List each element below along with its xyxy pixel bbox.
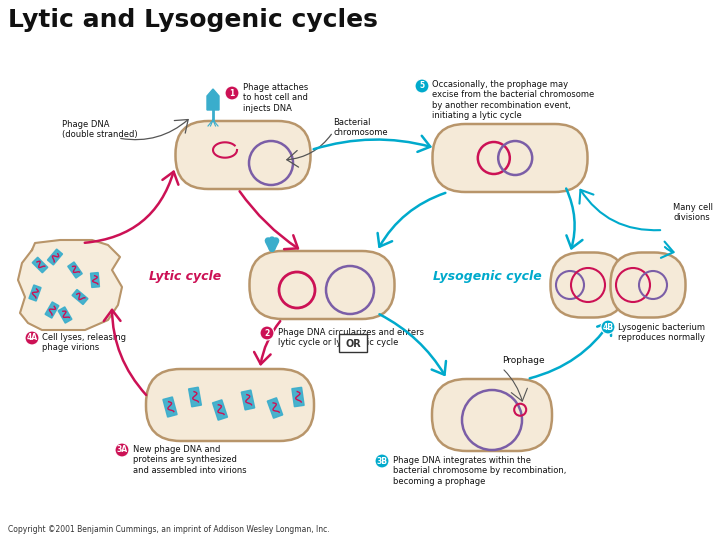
Polygon shape: [32, 257, 48, 273]
FancyBboxPatch shape: [176, 121, 310, 189]
Text: Lytic cycle: Lytic cycle: [149, 270, 221, 283]
Text: 3B: 3B: [377, 456, 387, 465]
Text: Bacterial
chromosome: Bacterial chromosome: [333, 118, 387, 137]
Text: Cell lyses, releasing
phage virions: Cell lyses, releasing phage virions: [42, 333, 126, 353]
Polygon shape: [267, 398, 283, 418]
FancyBboxPatch shape: [146, 369, 314, 441]
Polygon shape: [45, 302, 59, 318]
Polygon shape: [207, 89, 219, 110]
FancyBboxPatch shape: [551, 253, 626, 318]
Text: Copyright ©2001 Benjamin Cummings, an imprint of Addison Wesley Longman, Inc.: Copyright ©2001 Benjamin Cummings, an im…: [8, 525, 330, 534]
Text: 5: 5: [420, 82, 425, 91]
Circle shape: [415, 79, 429, 93]
Polygon shape: [241, 390, 255, 410]
Circle shape: [601, 320, 615, 334]
FancyBboxPatch shape: [250, 251, 395, 319]
Polygon shape: [48, 249, 63, 265]
FancyBboxPatch shape: [611, 253, 685, 318]
Text: New phage DNA and
proteins are synthesized
and assembled into virions: New phage DNA and proteins are synthesiz…: [133, 445, 247, 475]
Text: Phage DNA circularizes and enters
lytic cycle or lysogenic cycle: Phage DNA circularizes and enters lytic …: [278, 328, 424, 347]
Text: 3A: 3A: [117, 446, 127, 455]
Text: 2: 2: [264, 328, 269, 338]
Text: 4B: 4B: [603, 322, 613, 332]
Text: Many cell
divisions: Many cell divisions: [673, 202, 713, 222]
Circle shape: [260, 326, 274, 340]
Text: Phage DNA integrates within the
bacterial chromosome by recombination,
becoming : Phage DNA integrates within the bacteria…: [393, 456, 567, 486]
Text: OR: OR: [345, 339, 361, 349]
Text: 1: 1: [230, 89, 235, 98]
Circle shape: [225, 86, 239, 100]
Text: Prophage: Prophage: [502, 356, 544, 365]
Polygon shape: [292, 387, 304, 407]
Polygon shape: [163, 397, 177, 417]
Polygon shape: [212, 400, 228, 420]
Text: Phage attaches
to host cell and
injects DNA: Phage attaches to host cell and injects …: [243, 83, 308, 113]
Text: Lysogenic cycle: Lysogenic cycle: [433, 270, 541, 283]
Text: Occasionally, the prophage may
excise from the bacterial chromosome
by another r: Occasionally, the prophage may excise fr…: [432, 80, 594, 120]
Polygon shape: [72, 289, 88, 305]
Polygon shape: [68, 262, 82, 278]
Text: 4A: 4A: [27, 334, 37, 342]
Circle shape: [115, 443, 129, 457]
Text: Lysogenic bacterium
reproduces normally: Lysogenic bacterium reproduces normally: [618, 323, 705, 342]
Text: Phage DNA
(double stranded): Phage DNA (double stranded): [62, 120, 138, 139]
Polygon shape: [91, 273, 99, 287]
Polygon shape: [189, 387, 202, 407]
Polygon shape: [18, 240, 122, 330]
Polygon shape: [58, 307, 72, 323]
Circle shape: [375, 454, 389, 468]
Polygon shape: [29, 285, 41, 301]
Circle shape: [25, 331, 39, 345]
Text: Lytic and Lysogenic cycles: Lytic and Lysogenic cycles: [8, 8, 378, 32]
FancyBboxPatch shape: [339, 334, 367, 352]
FancyBboxPatch shape: [432, 379, 552, 451]
FancyBboxPatch shape: [433, 124, 588, 192]
